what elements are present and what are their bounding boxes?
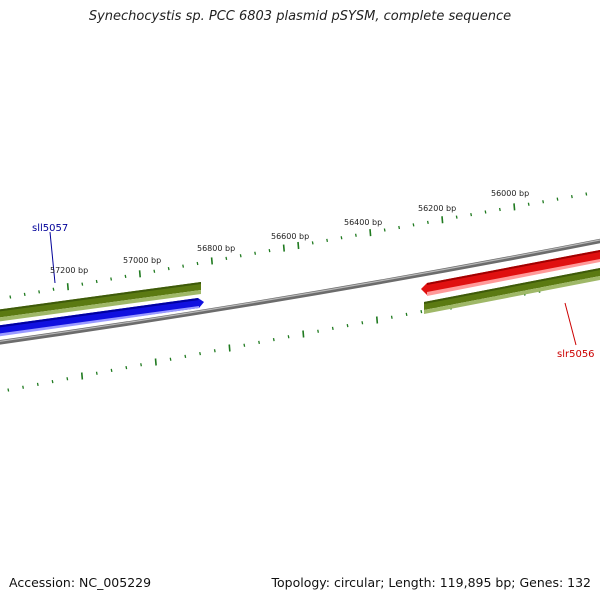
inner-ring-major-tick (80, 372, 84, 380)
inner-ring-minor-tick (7, 388, 10, 392)
outer-ring-minor-tick (124, 274, 127, 279)
outer-ring-major-tick (369, 229, 372, 237)
inner-ring-minor-tick (184, 354, 187, 359)
tick-label-56800: 56800 bp (197, 244, 235, 253)
inner-ring-minor-tick (125, 365, 128, 370)
inner-ring-minor-tick (66, 377, 69, 381)
outer-ring-minor-tick (95, 279, 98, 284)
outer-ring-minor-tick (383, 228, 386, 232)
outer-ring-major-tick (282, 244, 285, 252)
footer-stats: Topology: circular; Length: 119,895 bp; … (271, 575, 592, 590)
outer-ring-major-tick (297, 241, 300, 250)
inner-ring-minor-tick (346, 323, 349, 328)
outer-ring-minor-tick (196, 261, 199, 266)
outer-ring-minor-tick (167, 267, 170, 271)
outer-ring-minor-tick (239, 254, 242, 258)
inner-ring-minor-tick (361, 321, 364, 325)
outer-ring-minor-tick (268, 249, 271, 253)
inner-ring-minor-tick (287, 335, 290, 339)
outer-ring-minor-tick (542, 200, 545, 204)
inner-ring-minor-tick (258, 340, 260, 345)
tick-label-57000: 57000 bp (123, 256, 161, 265)
outer-ring-minor-tick (585, 192, 588, 196)
outer-ring-minor-tick (470, 212, 473, 217)
outer-ring-major-tick (210, 257, 213, 265)
outer-ring-minor-tick (426, 220, 429, 224)
outer-ring-major-tick (66, 283, 69, 291)
gene-sll5057-arrow[interactable] (0, 298, 204, 337)
inner-ring-major-tick (375, 316, 379, 324)
outer-ring-minor-tick (9, 295, 12, 299)
outer-ring-minor-tick (398, 225, 401, 230)
outer-ring-minor-tick (81, 282, 84, 286)
gene-slr5056-arrow[interactable] (421, 249, 600, 296)
inner-ring-minor-tick (95, 371, 98, 375)
outer-ring-major-tick (513, 203, 516, 211)
outer-tick-ring (9, 192, 588, 299)
tick-label-56000: 56000 bp (491, 189, 529, 198)
outer-ring-minor-tick (412, 223, 415, 227)
map-title: Synechocystis sp. PCC 6803 plasmid pSYSM… (88, 9, 512, 24)
inner-ring-minor-tick (213, 349, 216, 353)
outer-ring-minor-tick (23, 292, 26, 297)
inner-ring-minor-tick (36, 382, 39, 387)
outer-ring-major-tick (138, 270, 141, 278)
tick-label-56400: 56400 bp (344, 218, 382, 227)
backbone-arc-highlight (0, 239, 600, 342)
inner-ring-minor-tick (405, 312, 408, 317)
tick-label-56200: 56200 bp (418, 204, 456, 213)
inner-ring-minor-tick (110, 368, 113, 373)
outer-ring-minor-tick (455, 215, 458, 219)
tick-label-56600: 56600 bp (271, 232, 309, 241)
outer-ring-minor-tick (254, 251, 257, 255)
footer-accession: Accession: NC_005229 (9, 575, 152, 590)
label-line-slr5056 (564, 302, 577, 346)
outer-ring-minor-tick (340, 236, 343, 240)
tick-label-57200: 57200 bp (50, 266, 88, 275)
outer-ring-minor-tick (182, 264, 185, 268)
inner-ring-minor-tick (243, 343, 246, 347)
cds-feature-left[interactable] (0, 282, 201, 322)
outer-ring-minor-tick (498, 207, 501, 212)
inner-ring-major-tick (228, 344, 231, 352)
outer-ring-minor-tick (484, 210, 487, 214)
inner-ring-minor-tick (420, 309, 423, 314)
inner-ring-minor-tick (390, 315, 393, 319)
outer-ring-minor-tick (225, 256, 228, 261)
inner-ring-major-tick (302, 330, 305, 338)
outer-ring-minor-tick (153, 269, 156, 273)
inner-ring-minor-tick (331, 326, 334, 331)
gene-label-slr5056[interactable]: slr5056 (557, 349, 595, 360)
inner-ring-major-tick (154, 358, 157, 366)
inner-ring-minor-tick (317, 329, 319, 333)
outer-ring-minor-tick (311, 241, 314, 245)
label-line-sll5057 (49, 231, 56, 284)
cds-feature-right[interactable] (424, 267, 600, 314)
outer-ring-minor-tick (52, 287, 55, 291)
inner-ring-minor-tick (169, 357, 172, 361)
outer-ring-minor-tick (326, 238, 329, 242)
outer-ring-minor-tick (110, 277, 113, 281)
inner-ring-minor-tick (22, 385, 24, 389)
inner-ring-minor-tick (140, 363, 142, 367)
outer-ring-minor-tick (354, 233, 357, 237)
outer-ring-minor-tick (556, 197, 559, 201)
inner-ring-minor-tick (272, 337, 275, 342)
inner-ring-minor-tick (199, 351, 201, 356)
gene-label-sll5057[interactable]: sll5057 (32, 223, 68, 234)
outer-ring-major-tick (441, 216, 444, 224)
inner-ring-minor-tick (51, 379, 54, 384)
outer-ring-minor-tick (527, 202, 530, 206)
outer-ring-minor-tick (570, 194, 573, 199)
backbone-arc (0, 238, 600, 345)
outer-ring-minor-tick (38, 290, 41, 294)
